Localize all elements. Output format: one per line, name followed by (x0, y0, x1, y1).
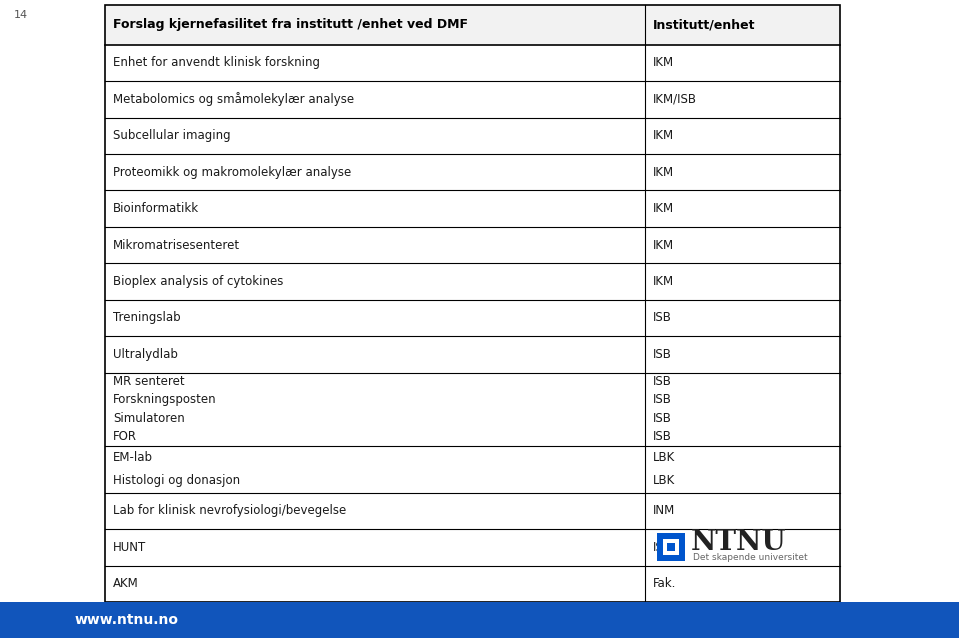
Text: EM-lab: EM-lab (113, 451, 153, 464)
Text: Bioplex analysis of cytokines: Bioplex analysis of cytokines (113, 275, 283, 288)
Text: Bioinformatikk: Bioinformatikk (113, 202, 199, 215)
Text: IKM: IKM (653, 56, 674, 70)
Text: Fak.: Fak. (653, 577, 677, 590)
Bar (105, 5, 840, 45)
Text: AKM: AKM (113, 577, 139, 590)
Text: www.ntnu.no: www.ntnu.no (75, 613, 179, 627)
Bar (0, 602, 959, 638)
Text: IKM: IKM (653, 166, 674, 179)
Text: IKM: IKM (653, 130, 674, 142)
Text: Metabolomics og småmolekylær analyse: Metabolomics og småmolekylær analyse (113, 93, 354, 107)
Text: HUNT: HUNT (113, 541, 147, 554)
Text: LBK: LBK (653, 475, 675, 487)
Text: Simulatoren: Simulatoren (113, 412, 185, 425)
Bar (657, 533, 686, 561)
Text: ISB: ISB (653, 375, 672, 389)
Text: IKM: IKM (653, 239, 674, 251)
Text: Forskningsposten: Forskningsposten (113, 394, 217, 406)
Text: NTNU: NTNU (691, 529, 786, 556)
Text: ISB: ISB (653, 311, 672, 325)
Text: Det skapende universitet: Det skapende universitet (693, 553, 807, 562)
Text: ISM: ISM (653, 541, 674, 554)
Text: Treningslab: Treningslab (113, 311, 180, 325)
Text: ISB: ISB (653, 412, 672, 425)
Text: ISB: ISB (653, 394, 672, 406)
Text: MR senteret: MR senteret (113, 375, 185, 389)
Bar (664, 539, 679, 555)
Text: FOR: FOR (113, 430, 137, 443)
Bar (105, 5, 840, 602)
Text: Proteomikk og makromolekylær analyse: Proteomikk og makromolekylær analyse (113, 166, 351, 179)
Text: IKM: IKM (653, 202, 674, 215)
Text: Lab for klinisk nevrofysiologi/bevegelse: Lab for klinisk nevrofysiologi/bevegelse (113, 505, 346, 517)
Text: INM: INM (653, 505, 675, 517)
Text: ISB: ISB (653, 348, 672, 361)
Text: ISB: ISB (653, 430, 672, 443)
Bar (667, 544, 675, 551)
Text: Enhet for anvendt klinisk forskning: Enhet for anvendt klinisk forskning (113, 56, 320, 70)
Text: Institutt/enhet: Institutt/enhet (653, 19, 756, 31)
Text: Mikromatrisesenteret: Mikromatrisesenteret (113, 239, 240, 251)
Text: IKM/ISB: IKM/ISB (653, 93, 697, 106)
Text: Ultralydlab: Ultralydlab (113, 348, 177, 361)
Text: 14: 14 (14, 10, 28, 20)
Text: Forslag kjernefasilitet fra institutt /enhet ved DMF: Forslag kjernefasilitet fra institutt /e… (113, 19, 468, 31)
Text: LBK: LBK (653, 451, 675, 464)
Text: Subcellular imaging: Subcellular imaging (113, 130, 230, 142)
Text: Histologi og donasjon: Histologi og donasjon (113, 475, 240, 487)
Text: IKM: IKM (653, 275, 674, 288)
